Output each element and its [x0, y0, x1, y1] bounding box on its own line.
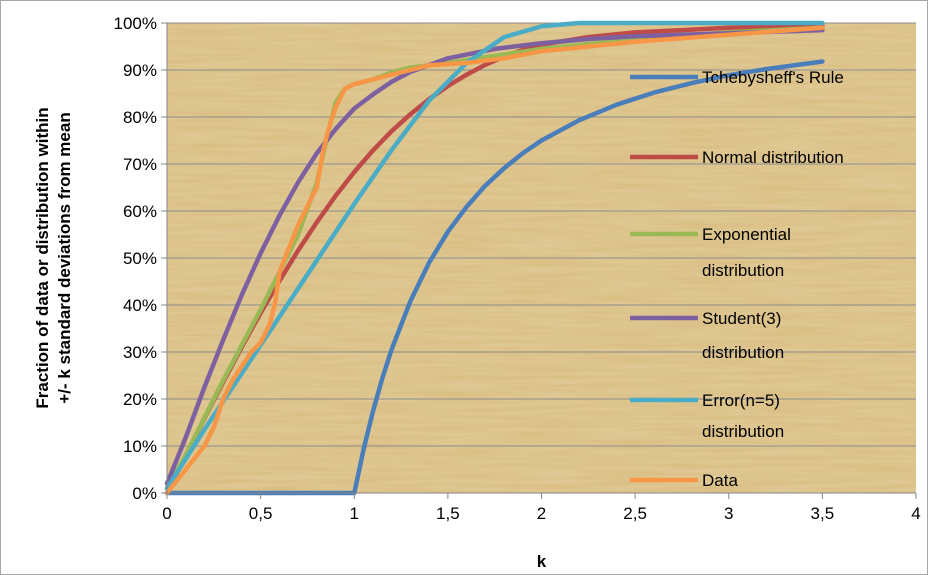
x-tick-label: 1 [350, 504, 359, 523]
y-tick-label: 60% [123, 202, 157, 221]
legend-label-student-3-distribution: distribution [702, 343, 784, 362]
x-tick-label: 3,5 [811, 504, 835, 523]
series-line-student-3-distribution [164, 27, 825, 486]
x-axis-title: k [537, 552, 547, 571]
y-axis-title-line: Fraction of data or distribution within [33, 107, 52, 408]
legend-label-data: Data [702, 471, 738, 490]
series-line-error-n-5-distribution [164, 20, 825, 491]
legend-label-tchebysheff-s-rule: Tchebysheff's Rule [702, 68, 844, 87]
legend-label-student-3-distribution: Student(3) [702, 309, 781, 328]
x-tick-label: 3 [724, 504, 733, 523]
legend-label-error-n-5-distribution: Error(n=5) [702, 391, 780, 410]
legend-label-exponential-distribution: distribution [702, 261, 784, 280]
legend-label-exponential-distribution: Exponential [702, 225, 791, 244]
y-axis-title-line: +/- k standard deviations from mean [55, 112, 74, 403]
y-tick-label: 10% [123, 437, 157, 456]
x-tick-label: 2,5 [623, 504, 647, 523]
axis-titles: k Fraction of data or distribution within… [33, 107, 547, 571]
x-tick-label: 0,5 [249, 504, 273, 523]
axes: 0% 10% 20% 30% 40% 50% 60% 70% 80% 90% 100% 0 0,5 1 1,… [114, 14, 921, 523]
legend: Tchebysheff's Rule Normal distribution Exp… [630, 68, 844, 490]
y-axis-title: Fraction of data or distribution within +… [33, 107, 74, 408]
y-tick-label: 50% [123, 249, 157, 268]
series-line-tchebysheff-s-rule [164, 59, 825, 496]
x-tick-label: 1,5 [436, 504, 460, 523]
y-tick-label: 100% [114, 14, 157, 33]
x-tick-label: 2 [537, 504, 546, 523]
y-tick-label: 20% [123, 390, 157, 409]
series-line-data [164, 25, 825, 496]
x-tick-label: 4 [911, 504, 920, 523]
y-tick-label: 90% [123, 61, 157, 80]
legend-label-error-n-5-distribution: distribution [702, 422, 784, 441]
y-tick-label: 80% [123, 108, 157, 127]
y-tick-label: 30% [123, 343, 157, 362]
legend-label-normal-distribution: Normal distribution [702, 148, 844, 167]
y-tick-label: 0% [132, 484, 157, 503]
y-tick-label: 40% [123, 296, 157, 315]
series-lines [164, 20, 825, 496]
x-tick-label: 0 [162, 504, 171, 523]
y-tick-label: 70% [123, 155, 157, 174]
